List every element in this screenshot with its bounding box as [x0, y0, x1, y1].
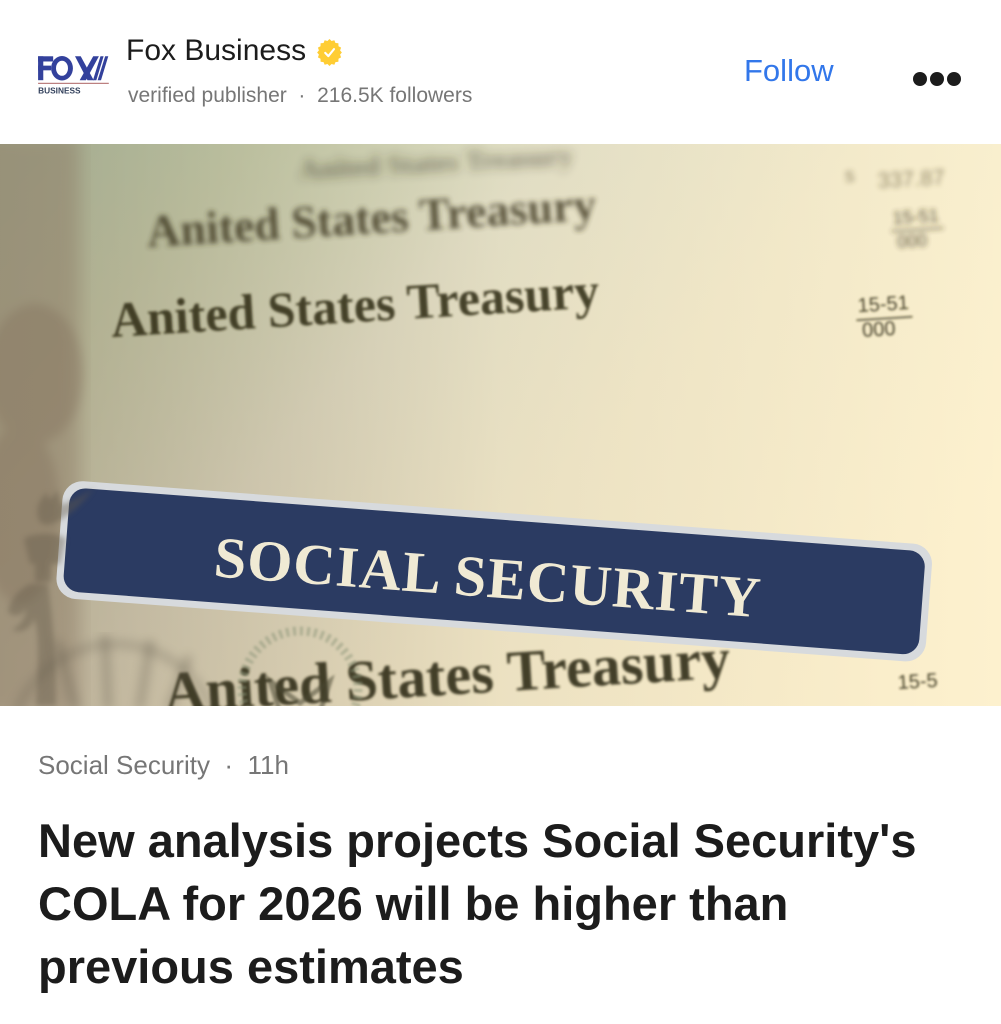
- svg-text:15-51: 15-51: [857, 292, 909, 317]
- svg-text:15-51: 15-51: [892, 205, 939, 228]
- svg-text:15-5: 15-5: [897, 670, 938, 694]
- svg-text:000: 000: [861, 318, 896, 342]
- svg-text:BUSINESS: BUSINESS: [38, 86, 81, 96]
- svg-text:000: 000: [896, 230, 927, 252]
- svg-text:s: s: [844, 164, 855, 186]
- svg-text:337.87: 337.87: [877, 165, 946, 193]
